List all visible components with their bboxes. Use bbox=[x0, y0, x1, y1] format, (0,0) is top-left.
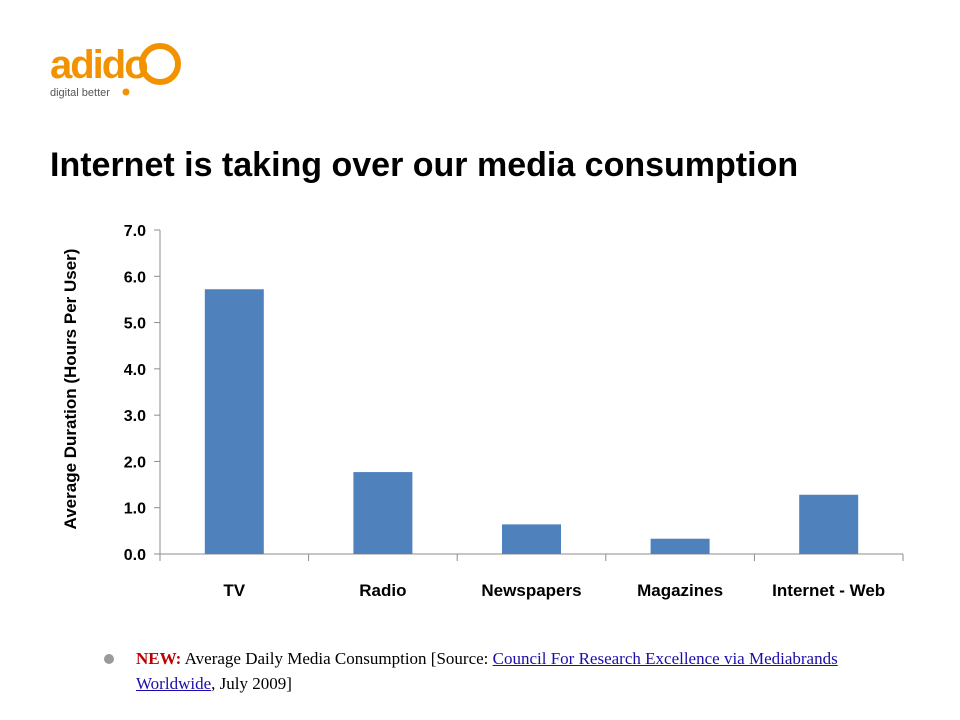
bar bbox=[353, 472, 413, 554]
y-tick-label: 2.0 bbox=[124, 454, 146, 471]
y-tick-label: 5.0 bbox=[124, 316, 146, 333]
logo-wordmark: adido bbox=[50, 43, 147, 87]
logo-tagline: digital better bbox=[50, 87, 110, 99]
chart-axes bbox=[154, 229, 904, 561]
source-caption: NEW: Average Daily Media Consumption [So… bbox=[104, 646, 886, 696]
bar bbox=[799, 494, 859, 554]
x-tick-label: Radio bbox=[359, 581, 406, 600]
logo-dot bbox=[122, 88, 130, 96]
x-tick-label: Newspapers bbox=[481, 581, 581, 600]
caption-text: NEW: Average Daily Media Consumption [So… bbox=[136, 646, 886, 696]
caption-text-before: Average Daily Media Consumption [Source: bbox=[181, 649, 493, 668]
y-axis-label: Average Duration (Hours Per User) bbox=[61, 249, 80, 530]
x-tick-label: Internet - Web bbox=[772, 581, 885, 600]
chart-bars bbox=[204, 289, 859, 554]
x-tick-labels: TV Radio Newspapers Magazines Internet - Web bbox=[223, 581, 885, 600]
x-tick-label: Magazines bbox=[637, 581, 723, 600]
bar-chart: Average Duration (Hours Per User) 0.0 1.0… bbox=[61, 223, 904, 600]
adido-logo: adido digital better bbox=[50, 43, 181, 99]
y-tick-label: 4.0 bbox=[124, 362, 146, 379]
y-tick-label: 7.0 bbox=[124, 223, 146, 240]
bar bbox=[204, 289, 264, 554]
logo-ring bbox=[139, 43, 181, 85]
y-tick-labels: 0.0 1.0 2.0 3.0 4.0 5.0 6.0 7.0 bbox=[124, 223, 146, 564]
y-tick-label: 3.0 bbox=[124, 408, 146, 425]
caption-new-label: NEW: bbox=[136, 649, 182, 668]
y-tick-label: 1.0 bbox=[124, 501, 146, 518]
bar bbox=[650, 538, 710, 554]
caption-text-after: , July 2009] bbox=[211, 674, 292, 693]
bullet-icon bbox=[104, 654, 114, 664]
bar bbox=[502, 524, 561, 554]
source-link[interactable]: Council For Research Excellence via Medi… bbox=[136, 649, 838, 693]
page-title: Internet is taking over our media consum… bbox=[50, 146, 799, 184]
x-tick-label: TV bbox=[223, 581, 245, 600]
y-tick-label: 6.0 bbox=[124, 269, 146, 286]
y-tick-label: 0.0 bbox=[124, 547, 146, 564]
